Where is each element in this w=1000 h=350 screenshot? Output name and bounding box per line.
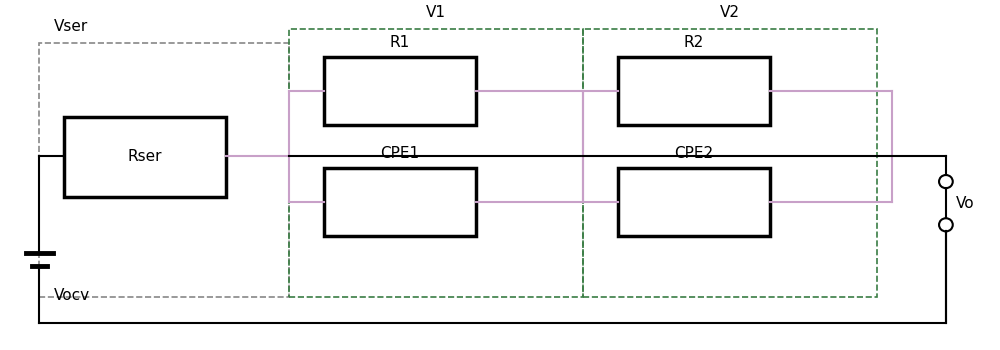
Bar [618, 168, 770, 236]
Text: Rser: Rser [128, 149, 162, 164]
Text: Vo: Vo [956, 196, 974, 211]
Text: V2: V2 [720, 5, 740, 20]
Bar [324, 57, 476, 125]
Text: Vser: Vser [54, 19, 88, 34]
Bar [583, 29, 877, 297]
Bar [39, 43, 289, 297]
Text: CPE2: CPE2 [674, 146, 713, 161]
Bar [289, 29, 583, 297]
Text: V1: V1 [426, 5, 446, 20]
Bar [618, 57, 770, 125]
Bar [324, 168, 476, 236]
Text: CPE1: CPE1 [380, 146, 419, 161]
Bar [64, 117, 226, 197]
Text: R2: R2 [683, 35, 704, 50]
Text: Vocv: Vocv [54, 288, 90, 303]
Text: R1: R1 [389, 35, 410, 50]
